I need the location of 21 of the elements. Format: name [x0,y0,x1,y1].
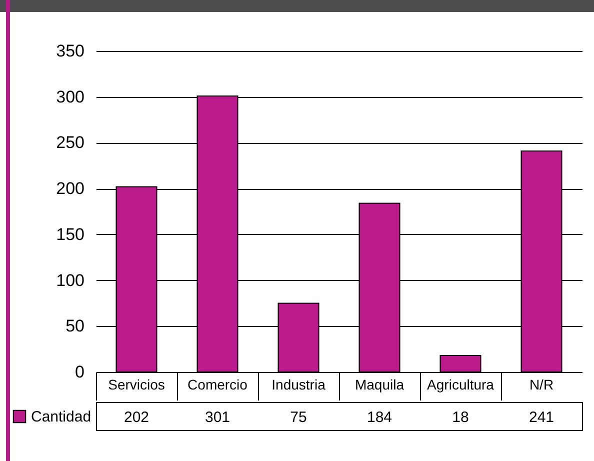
x-tick-label: Servicios [108,376,165,392]
y-tick-label: 200 [56,179,84,198]
x-tick-label: Agricultura [427,376,494,392]
x-tick-label: Industria [272,376,326,392]
x-tick-label: Maquila [354,376,404,392]
x-tick-label: N/R [529,376,554,392]
y-tick-label: 300 [56,87,84,106]
data-label: 184 [366,409,392,426]
y-tick-label: 50 [66,316,84,336]
data-label: 301 [204,409,230,426]
data-label: 18 [452,409,469,426]
y-tick-label: 100 [56,270,84,290]
data-label: 75 [290,409,307,426]
y-tick-label: 350 [56,42,84,60]
legend-label: Cantidad [31,408,92,426]
data-label: 202 [124,409,150,426]
y-tick-label: 0 [75,362,84,382]
y-tick-label: 150 [56,224,84,244]
x-tick-label: Comercio [188,376,248,392]
y-tick-label: 250 [56,133,84,152]
data-label: 241 [528,409,554,426]
